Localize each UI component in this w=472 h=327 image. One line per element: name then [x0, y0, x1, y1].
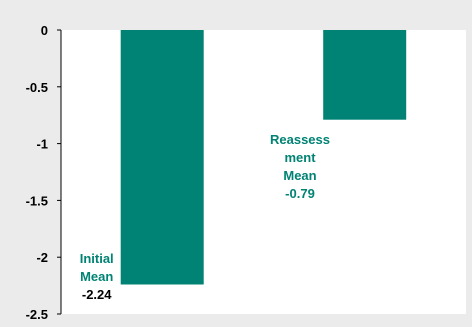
- bar-1: [120, 30, 204, 285]
- data-label-reassessment-line-3: Mean: [283, 168, 316, 183]
- data-label-initial-line-2: Mean: [80, 269, 113, 284]
- y-tick-label: -1.5: [26, 193, 48, 208]
- bars-group: [120, 30, 407, 285]
- data-label-reassessment-line-4: -0.79: [285, 186, 315, 201]
- data-labels-group: Initial Mean -2.24 Reassess ment Mean -0.79: [80, 132, 330, 302]
- data-label-initial-line-1: Initial: [80, 251, 114, 266]
- y-tick-label: 0: [41, 23, 48, 38]
- y-tick-label: -1: [36, 137, 48, 152]
- data-label-initial-line-3: -2.24: [82, 287, 112, 302]
- data-label-reassessment-line-2: ment: [284, 150, 316, 165]
- bar-2: [323, 30, 407, 120]
- y-tick-label: -2.5: [26, 307, 48, 322]
- y-axis: 0 -0.5 -1 -1.5 -2 -2.5: [26, 23, 62, 322]
- y-tick-label: -2: [36, 250, 48, 265]
- data-label-reassessment-line-1: Reassess: [270, 132, 330, 147]
- y-tick-label: -0.5: [26, 80, 48, 95]
